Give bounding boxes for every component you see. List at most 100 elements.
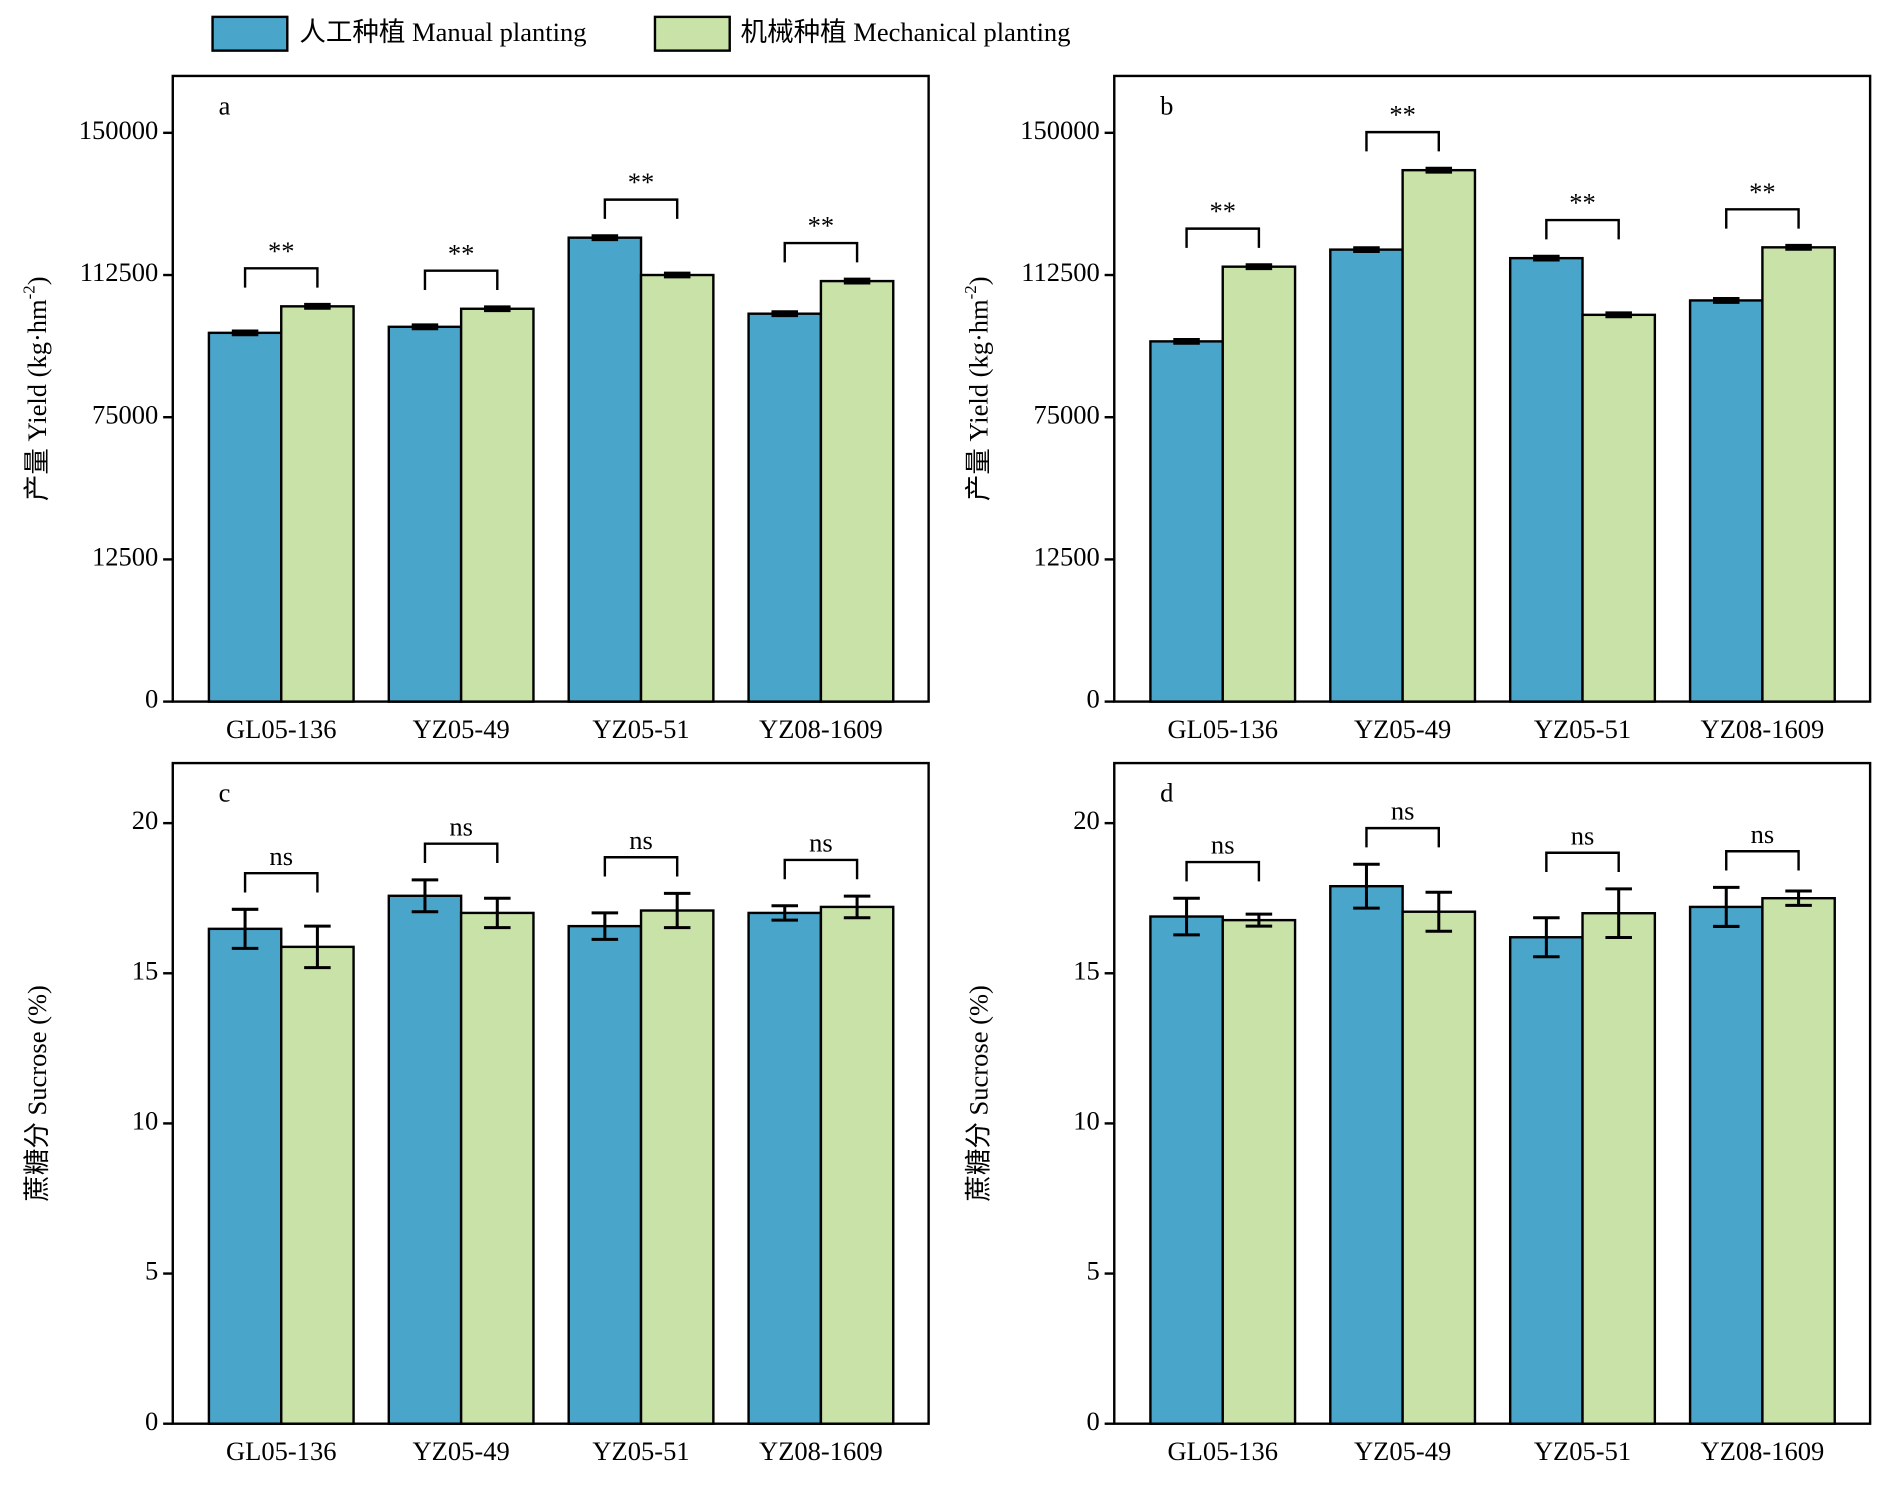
y-tick-label: 0: [1087, 684, 1100, 714]
error-bar: [591, 234, 619, 242]
y-tick-label: 10: [1073, 1106, 1100, 1136]
error-bar: [1425, 166, 1453, 174]
significance-bracket: [1185, 860, 1261, 882]
bar: [459, 911, 535, 1425]
bar: [1761, 897, 1836, 1425]
bar: [1329, 248, 1404, 703]
y-axis-label-sup: -2: [19, 285, 38, 299]
error-bar: [1173, 337, 1200, 345]
significance-label: ns: [1391, 796, 1415, 826]
bar: [280, 945, 355, 1425]
error-bar: [1605, 887, 1632, 940]
error-bar: [304, 924, 331, 970]
y-axis-label: 产量 Yield (kg·hm-2): [19, 276, 52, 501]
bar: [207, 927, 283, 1425]
y-tick-label: 0: [1087, 1406, 1100, 1436]
significance-label: **: [1209, 196, 1236, 226]
error-bar: [1605, 311, 1632, 319]
error-bar: [843, 894, 871, 920]
error-bar: [1533, 254, 1560, 262]
significance-bracket: [783, 241, 859, 263]
panel-label: b: [1160, 91, 1173, 121]
y-tick-label: 12500: [1034, 542, 1100, 572]
y-axis-label-text: 蔗糖分 Sucrose (%): [22, 985, 52, 1202]
significance-bracket: [603, 856, 679, 877]
error-bar: [1425, 890, 1453, 933]
bar: [1149, 340, 1224, 703]
bar: [1581, 912, 1657, 1425]
panel-label: d: [1160, 778, 1173, 808]
x-tick-label: YZ05-49: [413, 1436, 510, 1466]
error-bar: [1785, 243, 1812, 251]
bar: [747, 911, 823, 1425]
bar: [1221, 918, 1297, 1425]
plot-frame: [1113, 761, 1872, 1425]
significance-label: ns: [1211, 830, 1235, 860]
significance-label: **: [1569, 188, 1596, 218]
error-bar: [1533, 916, 1560, 959]
bar: [819, 279, 895, 703]
bar: [459, 307, 535, 703]
x-tick-label: YZ05-51: [592, 1436, 689, 1466]
significance-label: ns: [449, 811, 473, 841]
error-bar: [1173, 896, 1200, 937]
y-tick-label: 5: [145, 1256, 158, 1286]
significance-bracket: [1365, 826, 1440, 848]
significance-bracket: [1545, 851, 1620, 873]
y-tick-label: 150000: [1020, 115, 1100, 145]
error-bar: [231, 907, 259, 950]
error-bar: [771, 904, 799, 922]
significance-label: **: [268, 236, 295, 266]
x-tick-label: YZ08-1609: [759, 714, 883, 744]
bar: [1508, 936, 1584, 1425]
y-axis-label: 蔗糖分 Sucrose (%): [22, 985, 52, 1202]
significance-label: **: [628, 167, 655, 197]
y-axis-label-suffix: ): [22, 276, 52, 285]
x-tick-label: GL05-136: [226, 1436, 336, 1466]
y-tick-label: 20: [132, 805, 159, 835]
y-axis-label: 产量 Yield (kg·hm-2): [961, 276, 994, 501]
x-tick-label: GL05-136: [226, 714, 336, 744]
error-bar: [411, 323, 439, 331]
y-axis-label-suffix: ): [964, 276, 994, 285]
y-axis-label-text: 蔗糖分 Sucrose (%): [964, 985, 994, 1202]
bar: [819, 905, 895, 1425]
significance-label: **: [1749, 177, 1776, 207]
x-tick-label: YZ05-49: [1354, 1436, 1451, 1466]
y-tick-label: 20: [1073, 805, 1100, 835]
x-tick-label: YZ05-51: [1534, 1436, 1631, 1466]
error-bar: [1712, 297, 1740, 304]
significance-bracket: [603, 198, 679, 219]
x-tick-label: GL05-136: [1168, 1436, 1278, 1466]
bar: [639, 909, 715, 1425]
error-bar: [591, 911, 619, 941]
error-bar: [1353, 246, 1380, 254]
y-axis-label-text: 产量 Yield (kg·hm: [22, 299, 52, 501]
bar: [1329, 884, 1404, 1425]
plot-frame: [1113, 74, 1872, 703]
bar: [1508, 256, 1584, 703]
error-bar: [1353, 862, 1380, 910]
significance-bracket: [423, 842, 499, 864]
significance-label: ns: [1571, 820, 1595, 850]
y-tick-label: 15: [132, 955, 159, 985]
error-bar: [231, 329, 259, 337]
x-tick-label: YZ08-1609: [1701, 1436, 1825, 1466]
x-tick-label: YZ08-1609: [1701, 714, 1825, 744]
bar: [387, 325, 463, 703]
legend-label: 人工种植 Manual planting: [299, 17, 586, 47]
bar: [1688, 905, 1764, 1425]
bar: [1581, 313, 1657, 703]
significance-bracket: [1545, 218, 1620, 240]
legend-swatch: [653, 15, 731, 52]
panel-label: c: [219, 778, 231, 808]
plot-frame: [171, 74, 930, 703]
bar: [567, 236, 643, 703]
significance-bracket: [243, 267, 319, 288]
x-tick-label: YZ05-49: [413, 714, 510, 744]
y-tick-label: 150000: [79, 115, 159, 145]
plot-frame: [171, 761, 930, 1425]
significance-bracket: [1365, 130, 1440, 152]
bar: [1401, 910, 1477, 1425]
